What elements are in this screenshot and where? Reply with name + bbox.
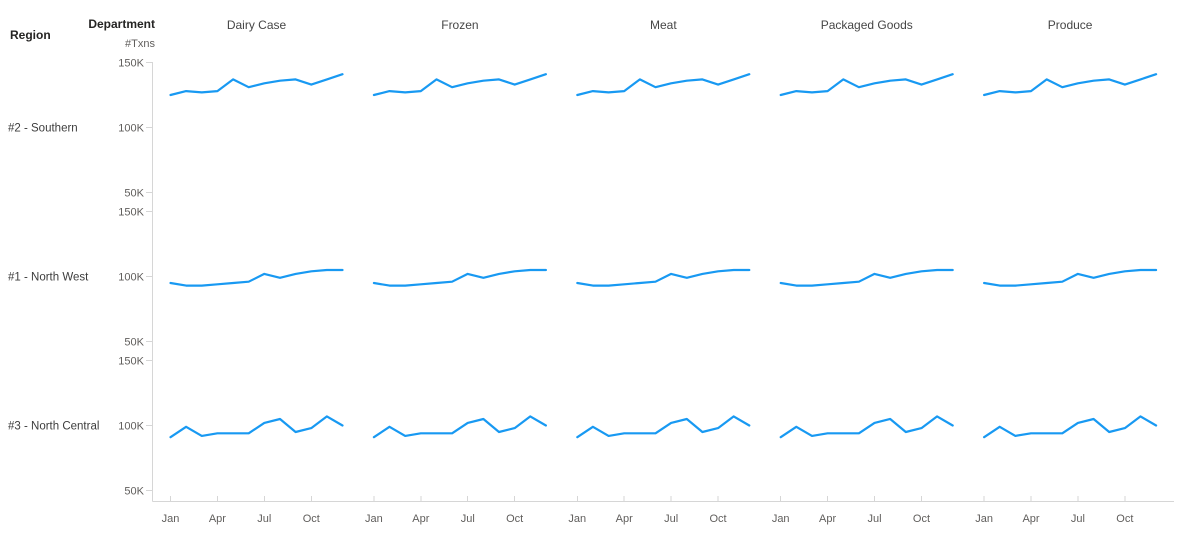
y-tick-label: 50K <box>124 188 144 200</box>
x-tick-label: Apr <box>616 513 633 525</box>
x-tick-label: Jul <box>257 513 271 525</box>
x-tick-label: Oct <box>1116 513 1133 525</box>
series-line-1-north-west-frozen[interactable] <box>372 268 548 287</box>
column-header-produce: Produce <box>1048 18 1093 32</box>
series-line-1-north-west-dairy-case[interactable] <box>169 268 344 287</box>
x-tick-label: Jul <box>1071 513 1085 525</box>
y-tick-label: 150K <box>118 356 144 368</box>
y-tick-label: 50K <box>124 337 144 349</box>
x-tick-label: Jan <box>975 513 993 525</box>
column-header-frozen: Frozen <box>441 18 478 32</box>
series-line-2-southern-packaged-goods[interactable] <box>779 73 954 97</box>
x-tick-label: Apr <box>412 513 429 525</box>
x-tick-label: Jan <box>365 513 383 525</box>
x-tick-label: Jan <box>162 513 180 525</box>
column-header-meat: Meat <box>650 18 677 32</box>
x-tick-label: Jul <box>868 513 882 525</box>
y-tick-label: 50K <box>124 486 144 498</box>
series-line-2-southern-frozen[interactable] <box>372 73 548 97</box>
y-axis-title: #Txns <box>125 38 155 50</box>
x-tick-label: Oct <box>913 513 930 525</box>
series-line-1-north-west-packaged-goods[interactable] <box>779 268 954 287</box>
series-line-2-southern-meat[interactable] <box>576 73 751 97</box>
x-tick-label: Jul <box>664 513 678 525</box>
series-line-3-north-central-meat[interactable] <box>576 415 751 439</box>
row-field-label: Region <box>10 28 51 42</box>
y-tick-label: 100K <box>118 272 144 284</box>
series-line-3-north-central-frozen[interactable] <box>372 415 548 439</box>
row-label-3-north-central: #3 - North Central <box>8 421 99 433</box>
x-tick-label: Apr <box>819 513 836 525</box>
column-header-packaged-goods: Packaged Goods <box>821 18 913 32</box>
series-line-3-north-central-packaged-goods[interactable] <box>779 415 954 439</box>
x-tick-label: Oct <box>506 513 523 525</box>
series-line-1-north-west-produce[interactable] <box>982 268 1158 287</box>
column-field-label: Department <box>88 17 155 31</box>
row-label-2-southern: #2 - Southern <box>8 123 78 135</box>
y-tick-label: 150K <box>118 207 144 219</box>
x-tick-label: Jul <box>461 513 475 525</box>
y-tick-label: 150K <box>118 58 144 70</box>
series-line-2-southern-dairy-case[interactable] <box>169 73 344 97</box>
row-label-1-north-west: #1 - North West <box>8 272 89 284</box>
series-line-1-north-west-meat[interactable] <box>576 268 751 287</box>
x-tick-label: Jan <box>772 513 790 525</box>
x-tick-label: Oct <box>709 513 726 525</box>
x-tick-label: Oct <box>303 513 320 525</box>
x-tick-label: Apr <box>1022 513 1039 525</box>
x-tick-label: Jan <box>568 513 586 525</box>
series-line-2-southern-produce[interactable] <box>982 73 1158 97</box>
x-tick-label: Apr <box>209 513 226 525</box>
y-tick-label: 100K <box>118 123 144 135</box>
series-line-3-north-central-dairy-case[interactable] <box>169 415 344 439</box>
series-line-3-north-central-produce[interactable] <box>982 415 1158 439</box>
column-header-dairy-case: Dairy Case <box>227 18 287 32</box>
y-tick-label: 100K <box>118 421 144 433</box>
